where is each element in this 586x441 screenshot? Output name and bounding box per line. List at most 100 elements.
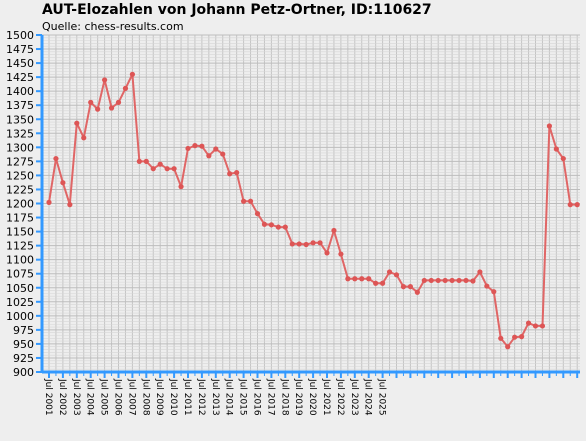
x-tick-label: Jul 2021: [321, 378, 331, 416]
data-point: [247, 198, 254, 204]
x-tick-label: Jul 2014: [224, 378, 234, 416]
data-point: [525, 320, 532, 326]
data-point: [275, 224, 281, 230]
x-tick-label: Jul 2018: [279, 378, 289, 416]
data-point: [512, 334, 518, 340]
data-point: [122, 85, 129, 91]
data-point: [553, 146, 559, 152]
data-point: [373, 280, 379, 286]
x-tick-label: Jul 2020: [307, 378, 317, 416]
data-point: [74, 120, 80, 126]
y-tick-label: 1125: [6, 240, 34, 253]
x-tick-label: Jul 2007: [126, 378, 136, 416]
data-point: [505, 344, 511, 350]
data-point: [435, 277, 441, 284]
data-point: [366, 276, 372, 282]
data-point: [227, 171, 233, 177]
data-point: [241, 198, 247, 204]
data-point: [199, 143, 205, 149]
x-tick-label: Jul 2022: [335, 378, 345, 416]
data-point: [442, 277, 448, 284]
data-point: [359, 276, 365, 282]
data-point: [213, 146, 219, 152]
data-point: [95, 106, 101, 112]
y-tick-label: 975: [13, 324, 34, 337]
data-point: [380, 280, 386, 286]
x-tick-label: Jul 2017: [265, 378, 275, 416]
y-tick-label: 1300: [6, 141, 34, 154]
chart-title: AUT-Elozahlen von Johann Petz-Ortner, ID…: [42, 2, 432, 18]
x-tick-label: Jul 2005: [99, 378, 109, 416]
x-tick-label: Jul 2024: [363, 378, 373, 416]
data-point: [136, 158, 142, 164]
y-tick-label: 1225: [6, 183, 34, 196]
y-tick-label: 1325: [6, 127, 34, 140]
data-point: [81, 135, 87, 141]
data-point: [560, 155, 566, 162]
data-point: [150, 166, 156, 172]
x-tick-label: Jul 2012: [196, 378, 206, 416]
data-point: [185, 145, 191, 152]
y-tick-label: 1050: [6, 282, 34, 295]
data-point: [386, 269, 393, 275]
y-tick-label: 1375: [6, 99, 34, 112]
data-point: [317, 240, 323, 246]
data-point: [449, 277, 455, 284]
data-point: [338, 251, 344, 257]
data-point: [171, 166, 177, 172]
data-point: [296, 241, 302, 247]
x-tick-label: Jul 2013: [210, 378, 220, 416]
data-point: [414, 289, 420, 295]
y-tick-label: 950: [13, 338, 34, 351]
data-point: [532, 323, 539, 329]
data-point: [456, 277, 462, 284]
data-point: [484, 283, 490, 289]
data-point: [345, 276, 351, 282]
data-point: [498, 335, 504, 341]
data-point: [234, 170, 240, 176]
x-tick-label: Jul 2009: [154, 378, 164, 416]
data-point: [67, 202, 73, 208]
data-point: [331, 227, 337, 234]
x-tick-label: Jul 2016: [252, 378, 262, 416]
data-point: [157, 161, 163, 167]
data-point: [88, 99, 94, 105]
x-tick-label: Jul 2006: [113, 378, 123, 416]
data-point: [463, 277, 469, 284]
data-point: [220, 151, 226, 157]
y-tick-label: 1425: [6, 71, 34, 84]
data-point: [261, 221, 268, 227]
data-point: [102, 77, 108, 83]
data-point: [428, 277, 434, 284]
data-point: [46, 199, 52, 205]
data-point: [164, 166, 170, 172]
y-tick-label: 925: [13, 352, 34, 365]
data-point: [400, 284, 407, 290]
x-tick-label: Jul 2003: [71, 378, 81, 416]
data-point: [129, 71, 135, 77]
x-tick-label: Jul 2004: [85, 378, 95, 416]
data-point: [407, 284, 413, 290]
data-point: [574, 202, 580, 208]
data-point: [254, 211, 261, 217]
x-tick-label: Jul 2008: [140, 378, 150, 416]
data-point: [519, 334, 525, 340]
y-tick-label: 1350: [6, 113, 34, 126]
y-tick-label: 1400: [6, 85, 34, 98]
data-point: [178, 184, 184, 190]
y-tick-label: 1500: [6, 29, 34, 42]
y-tick-label: 1150: [6, 226, 34, 239]
data-point: [477, 269, 483, 275]
x-tick-label: Jul 2015: [238, 378, 248, 416]
data-point: [539, 323, 546, 329]
data-point: [352, 276, 358, 282]
y-tick-label: 1250: [6, 169, 34, 182]
y-tick-label: 1200: [6, 198, 34, 211]
data-point: [143, 158, 149, 164]
y-tick-label: 1025: [6, 296, 34, 309]
data-point: [303, 241, 309, 248]
data-point: [546, 123, 553, 129]
y-tick-label: 1000: [6, 310, 34, 323]
data-point: [192, 143, 198, 149]
x-tick-label: Jul 2010: [168, 378, 178, 416]
